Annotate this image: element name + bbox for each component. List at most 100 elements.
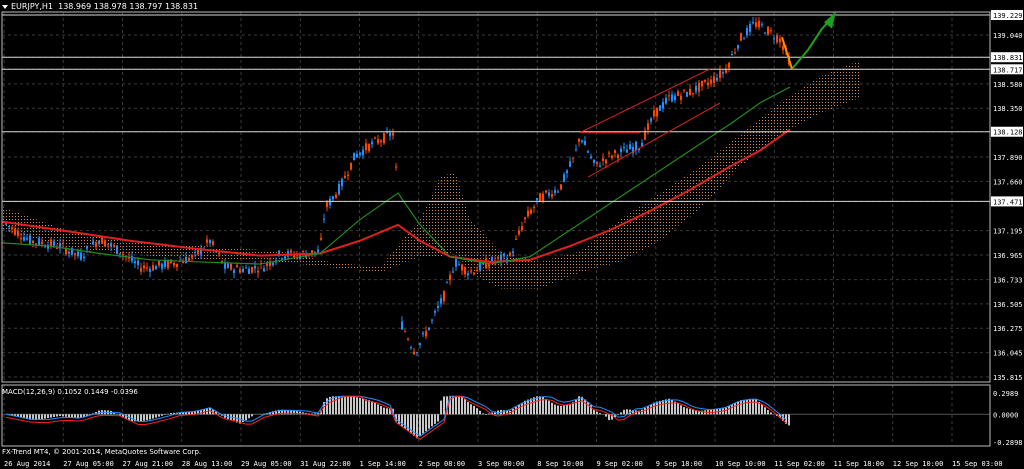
- candle: [20, 232, 22, 245]
- candle: [701, 80, 703, 91]
- ichimoku-cloud: [2, 60, 860, 289]
- candle: [617, 153, 619, 163]
- candle: [341, 177, 343, 191]
- candle: [578, 138, 580, 147]
- candle: [554, 186, 556, 197]
- candle: [560, 184, 562, 191]
- candle-body: [158, 260, 160, 266]
- candle-body: [407, 338, 409, 340]
- candle-body: [56, 248, 58, 250]
- candle-body: [329, 198, 331, 206]
- price-label: 138.128: [993, 129, 1023, 137]
- candle-body: [470, 271, 472, 273]
- candle: [689, 83, 691, 96]
- price-tag: [991, 196, 1023, 207]
- candle-body: [29, 235, 31, 245]
- candle-body: [362, 149, 364, 156]
- candle: [143, 261, 145, 273]
- candle: [434, 309, 436, 317]
- candle: [5, 222, 7, 226]
- candle: [335, 191, 337, 199]
- candle: [569, 156, 571, 168]
- candle-body: [626, 149, 628, 153]
- candle-body: [185, 256, 187, 264]
- candle: [11, 225, 13, 234]
- candle-body: [41, 241, 43, 244]
- candle: [419, 342, 421, 349]
- candle: [587, 149, 589, 154]
- candle-body: [560, 184, 562, 190]
- candle-body: [533, 206, 535, 208]
- candle: [80, 247, 82, 262]
- candle: [650, 117, 652, 125]
- candle: [338, 180, 340, 196]
- candle-body: [677, 91, 679, 96]
- candle-body: [566, 170, 568, 174]
- dropdown-icon[interactable]: [2, 4, 8, 9]
- axes: 139.229 139.040 138.831 138.717 138.580 138.3…: [1, 10, 1023, 468]
- candle-body: [374, 137, 376, 139]
- candle: [326, 200, 328, 212]
- candle-body: [476, 269, 478, 272]
- candle-body: [629, 144, 631, 150]
- candle-body: [674, 95, 676, 101]
- candle: [581, 139, 583, 144]
- candle: [197, 249, 199, 256]
- candle-body: [575, 149, 577, 151]
- candle: [539, 192, 541, 202]
- candle-body: [551, 194, 553, 197]
- candle-body: [107, 243, 109, 245]
- price-label: 137.471: [993, 198, 1023, 206]
- candle-body: [671, 94, 673, 102]
- candle-body: [146, 267, 148, 269]
- price-label: 138.831: [993, 54, 1023, 62]
- candle: [572, 157, 574, 164]
- candle-body: [728, 62, 730, 68]
- candle-body: [221, 260, 223, 264]
- candle: [95, 240, 97, 250]
- candle-body: [212, 241, 214, 245]
- candle-body: [473, 272, 475, 275]
- candle-body: [395, 166, 397, 168]
- candle-body: [401, 321, 403, 330]
- candle-body: [782, 46, 784, 51]
- candle-body: [383, 133, 385, 144]
- candle: [647, 119, 649, 135]
- candle: [518, 226, 520, 237]
- candle: [242, 265, 244, 274]
- candle: [116, 244, 118, 255]
- candle-body: [497, 256, 499, 258]
- candle: [452, 267, 454, 274]
- price-tag: [991, 126, 1023, 137]
- candle: [599, 161, 601, 168]
- candle: [500, 251, 502, 267]
- candle-body: [227, 263, 229, 269]
- time-label: 28 Aug 13:00: [182, 460, 233, 468]
- price-label: 138.350: [993, 105, 1023, 113]
- candle: [467, 270, 469, 280]
- candle-body: [53, 241, 55, 246]
- candle-body: [17, 230, 19, 237]
- candle-body: [38, 238, 40, 246]
- candle: [353, 152, 355, 161]
- candle: [347, 170, 349, 181]
- candle-body: [752, 22, 754, 24]
- candle-body: [572, 157, 574, 159]
- macd-label: MACD(12,26,9) 0.1052 0.1449 -0.0396: [2, 388, 138, 396]
- candle: [470, 267, 472, 274]
- candle-body: [80, 252, 82, 260]
- candle-body: [779, 38, 781, 43]
- candle: [524, 216, 526, 224]
- candle-body: [608, 152, 610, 154]
- candle: [749, 20, 751, 36]
- candle: [635, 140, 637, 155]
- candle-body: [71, 247, 73, 255]
- candle-body: [122, 254, 124, 256]
- candle: [323, 213, 325, 224]
- candle-body: [662, 102, 664, 109]
- candle: [431, 318, 433, 325]
- time-label: 3 Sep 00:00: [478, 460, 524, 468]
- candle-body: [668, 95, 670, 97]
- candle-body: [320, 237, 322, 240]
